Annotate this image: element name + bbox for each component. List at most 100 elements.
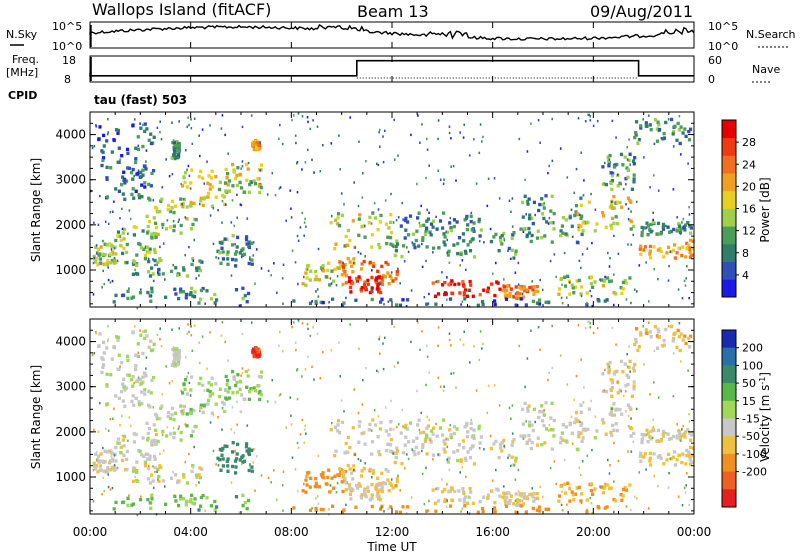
power-cell xyxy=(518,137,521,141)
velocity-cell xyxy=(373,409,376,412)
power-cell xyxy=(215,256,217,259)
velocity-cell xyxy=(687,345,692,349)
velocity-cell xyxy=(589,488,593,493)
power-cell xyxy=(146,290,150,295)
velocity-cell xyxy=(681,504,684,507)
power-cell xyxy=(504,297,509,301)
velocity-cell xyxy=(432,426,436,430)
velocity-cell xyxy=(242,397,246,401)
power-cell xyxy=(126,166,130,170)
velocity-cell xyxy=(417,451,421,455)
power-cell xyxy=(379,145,381,148)
power-cell xyxy=(332,279,336,283)
power-cell xyxy=(112,210,114,213)
power-cell xyxy=(301,211,304,215)
power-cell xyxy=(557,287,561,291)
power-cell xyxy=(613,273,615,276)
velocity-cell xyxy=(185,424,189,428)
velocity-cell xyxy=(100,370,104,375)
velocity-cell xyxy=(132,403,136,407)
velocity-cell xyxy=(522,492,526,496)
velocity-cell xyxy=(657,484,659,488)
power-cell xyxy=(210,185,215,189)
velocity-cell xyxy=(560,503,563,507)
velocity-cell xyxy=(470,418,473,422)
velocity-cell xyxy=(677,495,680,498)
power-cell xyxy=(610,206,615,210)
power-cell xyxy=(521,200,525,205)
velocity-cell xyxy=(464,458,468,462)
velocity-cell xyxy=(291,456,294,459)
velocity-cell xyxy=(172,417,176,422)
velocity-cell xyxy=(462,497,466,502)
power-cell xyxy=(593,280,597,284)
velocity-cell xyxy=(181,391,185,395)
power-cell xyxy=(172,224,176,228)
power-ylabel: Slant Range [km] xyxy=(29,158,43,262)
power-cell xyxy=(187,164,190,168)
velocity-cell xyxy=(518,493,522,497)
power-cell xyxy=(687,162,689,165)
power-colorbar-tick-label: 4 xyxy=(742,269,749,282)
velocity-cell xyxy=(405,512,408,515)
velocity-cell xyxy=(521,407,525,412)
velocity-cell xyxy=(328,508,330,511)
velocity-cell xyxy=(532,407,536,412)
velocity-cell xyxy=(465,501,470,505)
velocity-cell xyxy=(568,488,571,491)
velocity-cell xyxy=(159,406,163,410)
power-cell xyxy=(238,251,242,255)
velocity-cell xyxy=(189,407,193,412)
velocity-cell xyxy=(625,390,627,393)
power-cell xyxy=(442,240,446,244)
power-cell xyxy=(568,292,572,296)
velocity-cell xyxy=(282,470,285,473)
velocity-cell xyxy=(687,336,691,341)
velocity-cell xyxy=(614,408,618,412)
velocity-cell xyxy=(376,476,380,480)
power-cell xyxy=(686,265,688,268)
velocity-cell xyxy=(619,359,624,364)
velocity-cell xyxy=(686,472,688,475)
power-cell xyxy=(314,299,318,304)
power-cell xyxy=(319,300,323,305)
velocity-cell xyxy=(206,367,208,370)
velocity-cell xyxy=(436,486,440,491)
velocity-cell xyxy=(676,423,678,426)
power-cell xyxy=(478,239,481,243)
power-cell xyxy=(620,183,622,186)
power-cell xyxy=(363,224,366,228)
power-cell xyxy=(177,150,181,155)
velocity-cell xyxy=(639,459,643,463)
power-cell xyxy=(465,294,470,298)
power-cell xyxy=(241,247,245,251)
velocity-cell xyxy=(459,459,463,464)
velocity-cell xyxy=(652,418,654,421)
velocity-cell xyxy=(352,464,356,468)
power-cell xyxy=(193,290,197,294)
velocity-cell xyxy=(452,431,456,436)
power-cell xyxy=(92,254,96,259)
power-cell xyxy=(116,128,120,133)
power-cell xyxy=(668,264,670,268)
y-tick-label: 4000 xyxy=(55,335,86,349)
velocity-cell xyxy=(217,394,222,399)
velocity-cell xyxy=(590,399,592,403)
velocity-cell xyxy=(108,459,112,463)
velocity-cell xyxy=(195,473,199,477)
velocity-cell xyxy=(553,460,556,463)
power-cell xyxy=(612,291,616,295)
velocity-cell xyxy=(433,501,438,505)
velocity-cell xyxy=(646,440,650,444)
power-cell xyxy=(565,274,570,278)
power-cell xyxy=(101,158,105,163)
power-cell xyxy=(244,238,249,242)
power-cell xyxy=(532,285,536,289)
power-cell xyxy=(208,187,212,191)
power-cell xyxy=(176,156,180,160)
power-cell xyxy=(208,183,212,187)
velocity-cell xyxy=(466,450,470,454)
power-cell xyxy=(414,238,418,243)
velocity-cell xyxy=(575,374,578,378)
velocity-cell xyxy=(93,463,96,466)
